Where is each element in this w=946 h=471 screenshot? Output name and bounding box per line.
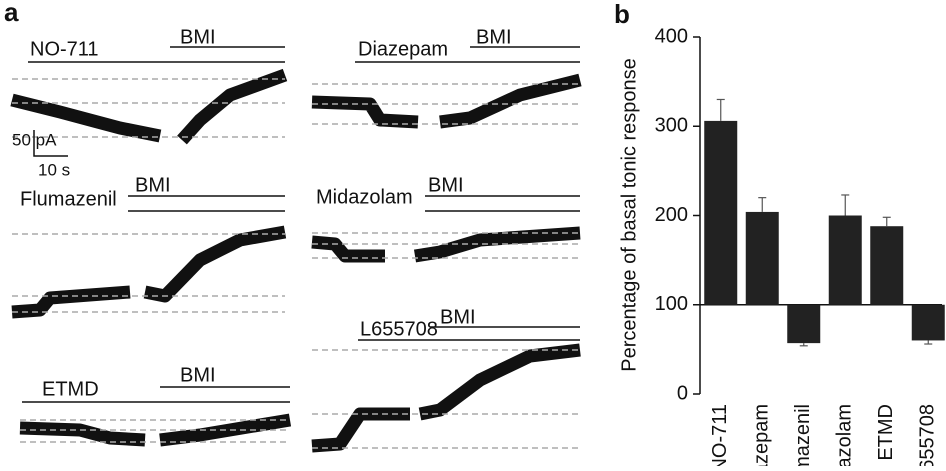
bar	[745, 211, 779, 305]
trace	[143, 225, 287, 303]
trace	[311, 95, 419, 129]
blocker-label: BMI	[476, 26, 512, 48]
scale-time: 10 s	[38, 160, 70, 179]
blocker-label: BMI	[135, 174, 171, 196]
y-tick-label: 400	[655, 25, 688, 47]
x-tick-label: Diazepam	[751, 404, 773, 466]
trace	[10, 93, 162, 143]
y-tick-label: 300	[655, 115, 688, 137]
blocker-label: BMI	[428, 174, 464, 196]
x-tick-label: L655708	[917, 404, 939, 466]
scale-bar: 50 pA 10 s	[12, 130, 70, 179]
trace	[177, 68, 288, 145]
x-tick-label: NO-711	[709, 404, 731, 466]
bar	[704, 120, 738, 305]
trace	[413, 226, 581, 263]
blocker-label: BMI	[440, 306, 476, 328]
drug-label: Midazolam	[316, 186, 413, 208]
y-tick-label: 100	[655, 293, 688, 315]
y-axis-label: Percentage of basal tonic response	[618, 58, 640, 372]
bar	[911, 304, 945, 341]
panel-label: b	[614, 0, 630, 29]
x-tick-label: Flumazenil	[792, 404, 814, 466]
trace	[159, 413, 292, 447]
y-tick-label: 200	[655, 204, 688, 226]
trace	[311, 407, 410, 453]
scale-current: 50 pA	[12, 130, 57, 149]
drug-label: ETMD	[42, 378, 99, 400]
blocker-label: BMI	[180, 26, 216, 48]
bar	[787, 304, 821, 344]
trace	[311, 235, 385, 263]
y-tick-label: 0	[677, 382, 688, 404]
scale-bar-lines	[33, 130, 68, 157]
blocker-label: BMI	[180, 364, 216, 386]
drug-label: L655708	[360, 318, 438, 340]
trace	[19, 421, 146, 447]
traces: NO-711 BMI Flumazenil BMI ETMD BMI Diazepam BMI…	[10, 26, 582, 453]
trace	[439, 73, 582, 129]
trace	[418, 343, 581, 421]
trace	[11, 285, 131, 319]
x-tick-label: ETMD	[875, 404, 897, 461]
panel-label: a	[4, 0, 19, 27]
bar	[828, 215, 862, 305]
drug-label: NO-711	[30, 38, 99, 60]
drug-label: Diazepam	[358, 38, 448, 60]
x-tick-label: Midazolam	[834, 404, 856, 466]
bar	[870, 226, 904, 305]
drug-label: Flumazenil	[20, 188, 117, 210]
